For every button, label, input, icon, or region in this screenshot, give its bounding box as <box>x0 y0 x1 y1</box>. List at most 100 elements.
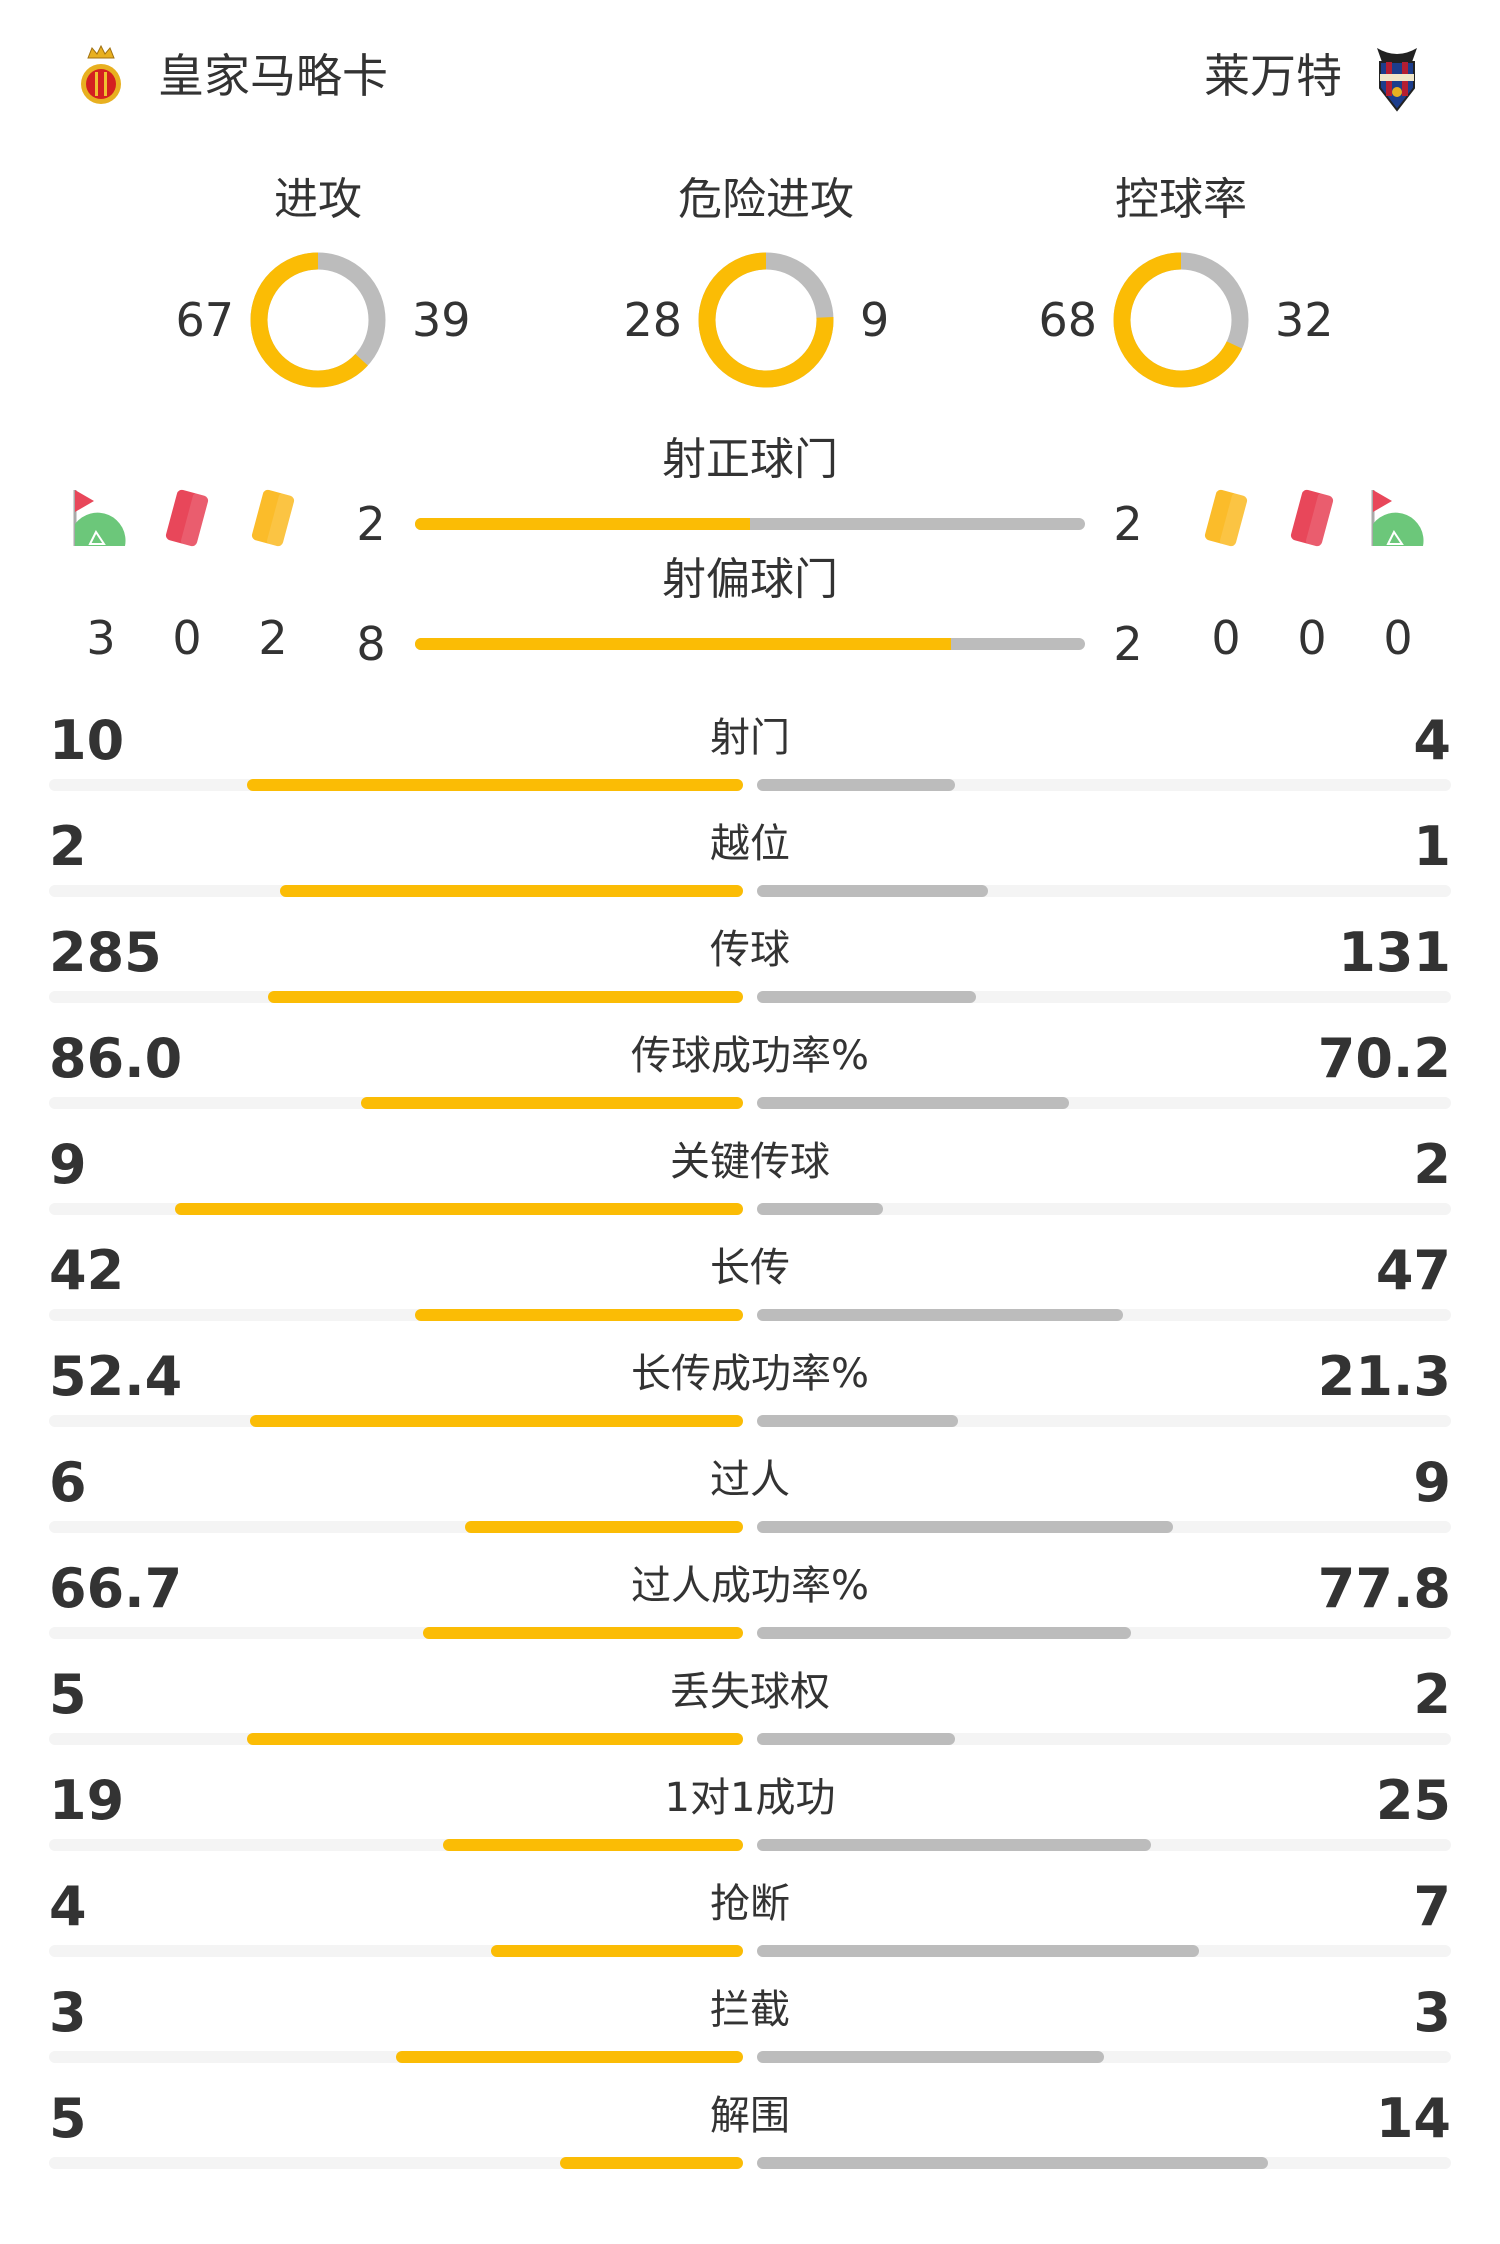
stat-row: 19 1对1成功 25 <box>0 1766 1500 1872</box>
donut-home-arc <box>698 252 834 388</box>
stat-home-bar <box>249 1415 743 1427</box>
stat-home-bar <box>280 885 743 897</box>
stat-away-value: 14 <box>1375 2087 1451 2150</box>
stat-label: 解围 <box>710 2093 790 2139</box>
stat-home-value: 285 <box>49 921 162 984</box>
stat-away-value: 2 <box>1413 1663 1451 1726</box>
stat-label: 丢失球权 <box>670 1669 830 1715</box>
stat-home-bar <box>465 1521 743 1533</box>
stat-home-value: 52.4 <box>49 1345 183 1408</box>
home-team-name: 皇家马略卡 <box>158 49 388 103</box>
stat-row: 66.7 过人成功率% 77.8 <box>0 1554 1500 1660</box>
home-red-cards-count: 0 <box>172 611 202 665</box>
stat-label: 关键传球 <box>670 1139 830 1185</box>
stat-home-value: 66.7 <box>49 1557 183 1620</box>
stat-away-track <box>757 1203 1451 1215</box>
stat-away-bar <box>757 1839 1152 1851</box>
stat-away-value: 4 <box>1413 709 1451 772</box>
home-yellow-cards-count: 2 <box>258 611 288 665</box>
stat-home-value: 42 <box>49 1239 125 1302</box>
stat-row: 5 解围 14 <box>0 2084 1500 2190</box>
stat-home-value: 3 <box>49 1981 87 2044</box>
donut-title: 进攻 <box>274 174 362 225</box>
stat-away-bar <box>757 1627 1131 1639</box>
stat-away-bar <box>757 991 976 1003</box>
donut-away-value: 32 <box>1275 293 1334 347</box>
yellow-card-icon <box>1198 488 1254 548</box>
shots-bar-home-fill <box>415 638 951 650</box>
red-card-icon <box>159 488 215 548</box>
shots-bar-home-value: 2 <box>356 497 386 551</box>
home-team-logo <box>78 44 124 112</box>
stat-row: 9 关键传球 2 <box>0 1130 1500 1236</box>
away-corners-count: 0 <box>1383 611 1413 665</box>
stat-row: 10 射门 4 <box>0 706 1500 812</box>
away-red-cards-count: 0 <box>1297 611 1327 665</box>
stat-label: 传球成功率% <box>630 1033 869 1079</box>
stat-home-bar <box>360 1097 743 1109</box>
stat-away-value: 21.3 <box>1317 1345 1451 1408</box>
away-team-logo <box>1372 40 1422 112</box>
stat-row: 6 过人 9 <box>0 1448 1500 1554</box>
shots-bar <box>415 638 1085 650</box>
donut-home-value: 67 <box>175 293 234 347</box>
stat-home-value: 4 <box>49 1875 87 1938</box>
stat-home-value: 2 <box>49 815 87 878</box>
stat-home-bar <box>490 1945 743 1957</box>
stat-label: 过人 <box>710 1457 790 1503</box>
stat-away-bar <box>757 1521 1174 1533</box>
stat-home-bar <box>443 1839 743 1851</box>
donut-title: 危险进攻 <box>678 174 854 225</box>
stat-label: 传球 <box>710 927 790 973</box>
stat-away-bar <box>757 1203 884 1215</box>
stat-row: 285 传球 131 <box>0 918 1500 1024</box>
donut-home-value: 68 <box>1038 293 1097 347</box>
away-team-name: 莱万特 <box>1204 49 1342 103</box>
stat-home-bar <box>247 1733 743 1745</box>
donut-chart <box>698 252 834 388</box>
stat-label: 1对1成功 <box>664 1775 836 1821</box>
stat-home-bar <box>422 1627 743 1639</box>
stat-away-value: 7 <box>1413 1875 1451 1938</box>
stat-label: 长传成功率% <box>630 1351 869 1397</box>
stat-home-bar <box>560 2157 743 2169</box>
stat-row: 3 拦截 3 <box>0 1978 1500 2084</box>
stat-away-bar <box>757 779 956 791</box>
donut-away-value: 9 <box>860 293 890 347</box>
stat-away-value: 131 <box>1338 921 1451 984</box>
stat-home-value: 6 <box>49 1451 87 1514</box>
shots-bar-label: 射正球门 <box>662 434 838 485</box>
shots-bar-away-value: 2 <box>1113 617 1143 671</box>
stat-away-value: 47 <box>1375 1239 1451 1302</box>
stat-away-bar <box>757 1097 1069 1109</box>
stat-label: 射门 <box>710 715 790 761</box>
stat-label: 越位 <box>710 821 790 867</box>
stat-away-bar <box>757 1309 1124 1321</box>
stat-home-value: 10 <box>49 709 125 772</box>
shots-bar-home-fill <box>415 518 750 530</box>
donut-chart <box>1113 252 1249 388</box>
donut-away-value: 39 <box>412 293 471 347</box>
stat-away-bar <box>757 1733 956 1745</box>
away-yellow-cards-count: 0 <box>1211 611 1241 665</box>
stat-away-bar <box>757 2157 1269 2169</box>
stat-away-value: 77.8 <box>1317 1557 1451 1620</box>
shots-bar-label: 射偏球门 <box>662 554 838 605</box>
stat-away-value: 70.2 <box>1317 1027 1451 1090</box>
donut-home-arc <box>1113 252 1249 388</box>
stat-away-bar <box>757 1415 958 1427</box>
stat-home-value: 5 <box>49 1663 87 1726</box>
stat-label: 抢断 <box>710 1881 790 1927</box>
corner-flag-icon <box>72 488 128 548</box>
stat-away-bar <box>757 1945 1199 1957</box>
shots-bar-home-value: 8 <box>356 617 386 671</box>
stat-home-value: 19 <box>49 1769 125 1832</box>
stat-label: 拦截 <box>710 1987 790 2033</box>
stat-away-value: 3 <box>1413 1981 1451 2044</box>
donut-chart <box>250 252 386 388</box>
stat-home-bar <box>247 779 743 791</box>
donut-home-arc <box>250 252 386 388</box>
donut-title: 控球率 <box>1115 174 1247 225</box>
stat-home-value: 9 <box>49 1133 87 1196</box>
corner-flag-icon <box>1370 488 1426 548</box>
